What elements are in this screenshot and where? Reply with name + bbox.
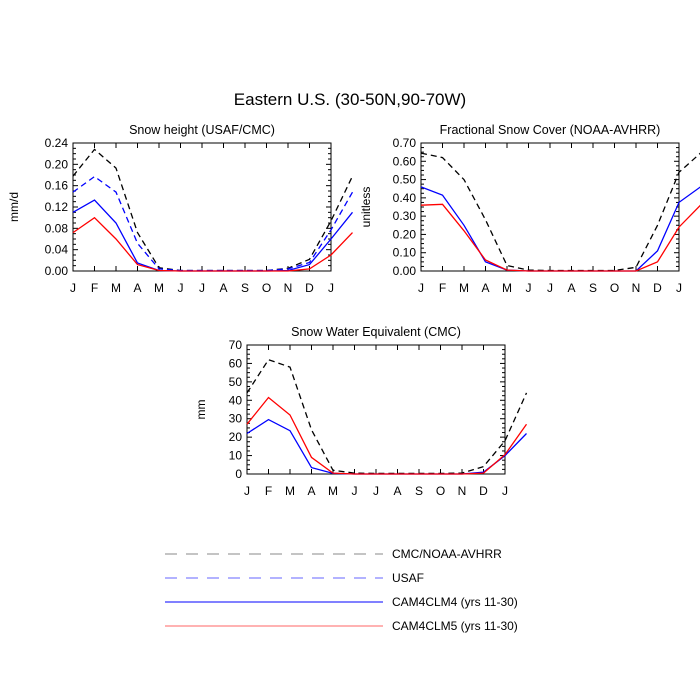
y-tick-label: 0.10 bbox=[393, 246, 417, 260]
x-tick-label: J bbox=[547, 281, 553, 295]
x-tick-label: S bbox=[589, 281, 597, 295]
y-tick-label: 0.00 bbox=[45, 264, 69, 278]
y-tick-label: 30 bbox=[229, 412, 243, 426]
x-tick-label: F bbox=[265, 484, 272, 498]
panel-snow-water-equivalent: Snow Water Equivalent (CMC) mm 0 10 20 30 40 50… bbox=[194, 325, 528, 498]
series-line bbox=[72, 148, 354, 272]
x-tick-label: A bbox=[567, 281, 575, 295]
legend-label: USAF bbox=[392, 571, 424, 585]
x-tick-label: M bbox=[154, 281, 164, 295]
panel-snow-height: Snow height (USAF/CMC) mm/d 0.00 0.04 0.08 0.… bbox=[7, 123, 354, 295]
y-tick-label: 0.16 bbox=[45, 179, 69, 193]
x-tick-label: O bbox=[610, 281, 619, 295]
y-axis-label: mm/d bbox=[7, 192, 21, 222]
x-tick-label: N bbox=[458, 484, 467, 498]
x-tick-label: J bbox=[328, 281, 334, 295]
x-tick-label: N bbox=[284, 281, 293, 295]
panel-title: Fractional Snow Cover (NOAA-AVHRR) bbox=[440, 123, 661, 137]
y-tick-label: 20 bbox=[229, 430, 243, 444]
x-tick-label: D bbox=[305, 281, 314, 295]
x-tick-label: J bbox=[502, 484, 508, 498]
y-tick-label: 0.20 bbox=[393, 227, 417, 241]
x-tick-label: O bbox=[262, 281, 271, 295]
x-tick-label: M bbox=[459, 281, 469, 295]
x-tick-label: J bbox=[352, 484, 358, 498]
y-tick-label: 0.12 bbox=[45, 200, 69, 214]
x-tick-label: A bbox=[307, 484, 315, 498]
x-tick-label: D bbox=[479, 484, 488, 498]
y-tick-label: 0.08 bbox=[45, 221, 69, 235]
x-tick-label: M bbox=[285, 484, 295, 498]
legend-label: CMC/NOAA-AVHRR bbox=[392, 547, 502, 561]
x-tick-label: O bbox=[436, 484, 445, 498]
series-line bbox=[246, 396, 528, 475]
x-tick-label: J bbox=[676, 281, 682, 295]
series-line bbox=[246, 358, 528, 475]
y-tick-label: 0.40 bbox=[393, 191, 417, 205]
x-tick-label: M bbox=[328, 484, 338, 498]
plot-frame bbox=[246, 344, 506, 475]
x-tick-label: J bbox=[526, 281, 532, 295]
x-tick-label: A bbox=[393, 484, 401, 498]
x-tick-label: M bbox=[111, 281, 121, 295]
series-line bbox=[420, 203, 700, 272]
x-tick-label: A bbox=[219, 281, 227, 295]
x-tick-label: S bbox=[241, 281, 249, 295]
x-tick-label: J bbox=[70, 281, 76, 295]
series-line bbox=[72, 216, 353, 272]
legend-label: CAM4CLM4 (yrs 11-30) bbox=[392, 595, 518, 609]
x-tick-label: S bbox=[415, 484, 423, 498]
x-tick-label: N bbox=[632, 281, 641, 295]
y-tick-label: 0.00 bbox=[393, 264, 417, 278]
y-tick-label: 0.24 bbox=[45, 136, 69, 150]
y-tick-label: 40 bbox=[229, 393, 243, 407]
y-tick-label: 0.20 bbox=[45, 157, 69, 171]
y-tick-label: 10 bbox=[229, 449, 243, 463]
y-tick-label: 0.50 bbox=[393, 173, 417, 187]
series-line bbox=[72, 175, 354, 272]
x-tick-label: F bbox=[91, 281, 98, 295]
x-tick-label: A bbox=[481, 281, 489, 295]
x-tick-label: A bbox=[133, 281, 141, 295]
x-tick-label: J bbox=[244, 484, 250, 498]
y-tick-label: 0 bbox=[235, 467, 242, 481]
y-tick-label: 60 bbox=[229, 356, 243, 370]
x-tick-label: D bbox=[653, 281, 662, 295]
x-tick-label: J bbox=[178, 281, 184, 295]
panel-title: Snow Water Equivalent (CMC) bbox=[291, 325, 461, 339]
y-tick-label: 0.60 bbox=[393, 154, 417, 168]
y-tick-label: 0.30 bbox=[393, 209, 417, 223]
legend: CMC/NOAA-AVHRR USAF CAM4CLM4 (yrs 11-30) CA… bbox=[165, 547, 518, 633]
y-tick-label: 70 bbox=[229, 338, 243, 352]
y-tick-label: 0.04 bbox=[45, 243, 69, 257]
y-tick-label: 0.70 bbox=[393, 136, 417, 150]
series-line bbox=[246, 418, 527, 475]
y-axis-label: mm bbox=[194, 400, 208, 420]
legend-label: CAM4CLM5 (yrs 11-30) bbox=[392, 619, 518, 633]
plot-frame bbox=[72, 142, 332, 272]
x-tick-label: J bbox=[373, 484, 379, 498]
plot-frame bbox=[420, 142, 680, 272]
main-title: Eastern U.S. (30-50N,90-70W) bbox=[233, 90, 467, 109]
x-tick-label: F bbox=[439, 281, 446, 295]
x-tick-label: M bbox=[502, 281, 512, 295]
x-tick-label: J bbox=[199, 281, 205, 295]
panel-title: Snow height (USAF/CMC) bbox=[129, 123, 275, 137]
y-axis-label: unitless bbox=[359, 187, 373, 228]
x-tick-label: J bbox=[418, 281, 424, 295]
panel-fractional-snow-cover: Fractional Snow Cover (NOAA-AVHRR) unitle… bbox=[359, 123, 700, 295]
series-line bbox=[420, 152, 700, 272]
y-tick-label: 50 bbox=[229, 375, 243, 389]
